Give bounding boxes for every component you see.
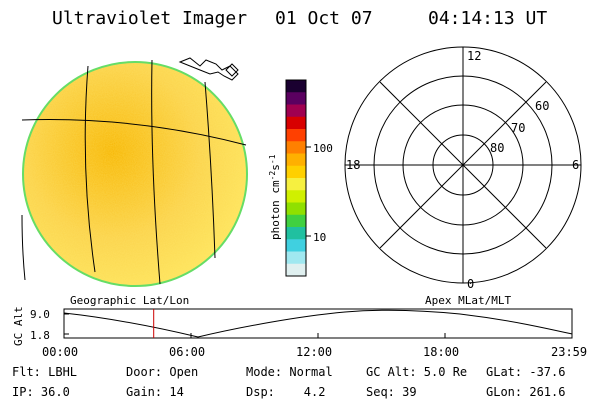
grid-meridian-left	[21, 214, 26, 281]
xtick-label-1200: 12:00	[296, 345, 332, 359]
colorbar-cell	[286, 239, 306, 252]
earth-limb	[22, 61, 248, 287]
earth-speckle	[23, 62, 247, 286]
footer-glat: GLat: -37.6	[486, 365, 565, 379]
footer-info: Flt: LBHL Door: Open Mode: Normal GC Alt…	[12, 365, 565, 399]
xtick-label-0000: 00:00	[42, 345, 78, 359]
colorbar-cell	[286, 153, 306, 167]
footer-gain: Gain: 14	[126, 385, 184, 399]
footer-dsp: Dsp: 4.2	[246, 385, 325, 399]
altitude-ytick-1.8: 1.8	[30, 329, 50, 342]
colorbar-cell	[286, 202, 306, 216]
altitude-left-title: Geographic Lat/Lon	[70, 294, 189, 307]
colorbar-cell	[286, 227, 306, 240]
header-time: 04:14:13 UT	[428, 8, 547, 29]
grid-meridian-1	[84, 65, 96, 273]
colorbar-frame	[285, 79, 307, 277]
lat-lon-grid	[21, 59, 247, 285]
colorbar-cell	[286, 263, 306, 277]
colorbar-cell	[286, 251, 306, 265]
grid-meridian-2	[151, 59, 161, 285]
polar-labels: 12 6 0 18 60 70 80	[346, 49, 579, 291]
colorbar: 100 10 photon cm-2s-1	[268, 79, 333, 277]
header-date: 01 Oct 07	[275, 8, 373, 29]
altitude-curve	[63, 309, 573, 338]
colorbar-unit-label: photon cm-2s-1	[268, 154, 282, 240]
colorbar-cell	[286, 214, 306, 228]
footer-door: Door: Open	[126, 365, 198, 379]
xtick-label-1800: 18:00	[423, 345, 459, 359]
coastline	[178, 57, 239, 81]
colorbar-cell	[286, 165, 306, 179]
footer-glon: GLon: 261.6	[486, 385, 565, 399]
header-title: Ultraviolet Imager	[52, 8, 247, 29]
colorbar-tick-label-10: 10	[313, 231, 326, 244]
coastline-outline	[178, 57, 239, 81]
footer-gcalt: GC Alt: 5.0 Re	[366, 365, 467, 379]
colorbar-cell	[286, 178, 306, 191]
mlt-label-18: 18	[346, 158, 360, 172]
altitude-ytick-9: 9.0	[30, 308, 50, 321]
polar-plot	[344, 46, 582, 284]
lat-label-70: 70	[511, 121, 525, 135]
altitude-plot: Geographic Lat/Lon Apex MLat/MLT GC Alt …	[12, 294, 587, 359]
colorbar-cell	[286, 141, 306, 154]
colorbar-cell	[286, 104, 306, 118]
xtick-label-2359: 23:59	[551, 345, 587, 359]
grid-parallel	[21, 119, 247, 146]
altitude-xtick-marks	[63, 333, 573, 338]
colorbar-cell	[286, 116, 306, 130]
footer-seq: Seq: 39	[366, 385, 417, 399]
lat-label-60: 60	[535, 99, 549, 113]
colorbar-cell	[286, 190, 306, 203]
footer-ip: IP: 36.0	[12, 385, 70, 399]
colorbar-cell	[286, 80, 306, 93]
footer-flt: Flt: LBHL	[12, 365, 77, 379]
altitude-right-title: Apex MLat/MLT	[425, 294, 511, 307]
mlt-label-6: 6	[572, 158, 579, 172]
xtick-label-0600: 06:00	[169, 345, 205, 359]
colorbar-cell	[286, 129, 306, 142]
footer-mode: Mode: Normal	[246, 365, 333, 379]
colorbar-cell	[286, 92, 306, 105]
polar-diagonal-2	[379, 81, 547, 249]
altitude-ylabel: GC Alt	[12, 306, 25, 346]
mlt-label-0: 0	[467, 277, 474, 291]
lat-label-80: 80	[490, 141, 504, 155]
coastline-island	[225, 63, 239, 77]
mlt-label-12: 12	[467, 49, 481, 63]
earth-image	[21, 57, 248, 287]
colorbar-tick-label-100: 100	[313, 142, 333, 155]
grid-meridian-3	[204, 81, 216, 259]
